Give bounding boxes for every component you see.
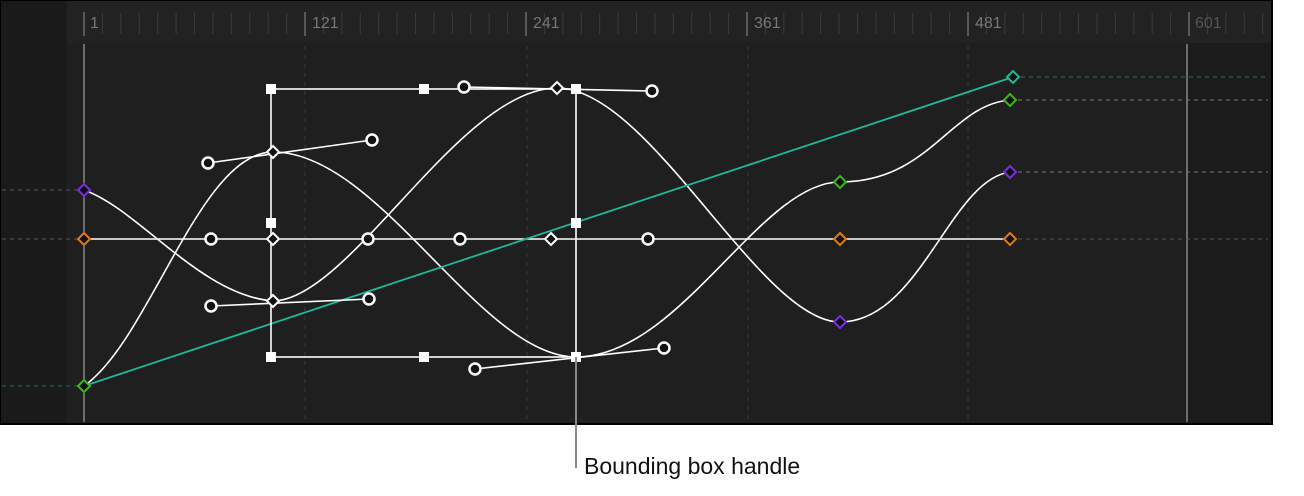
bounding-box-handle[interactable]	[266, 84, 276, 94]
tangent-handle-point[interactable]	[641, 232, 655, 246]
curve-green-channel	[83, 99, 1011, 387]
tangent-handle-point[interactable]	[201, 156, 215, 170]
ruler-label: 601	[1195, 15, 1222, 32]
tangent-handle-point[interactable]	[204, 232, 218, 246]
post-range-area	[1188, 1, 1271, 423]
timeline-ruler[interactable]	[67, 1, 1271, 43]
bounding-box-handle[interactable]	[571, 218, 581, 228]
bounding-box-handle[interactable]	[571, 84, 581, 94]
keyframe-selected[interactable]	[265, 293, 281, 309]
graph-background	[0, 0, 1273, 425]
extrapolation-lines	[2, 76, 1268, 387]
bounding-box-handle[interactable]	[266, 218, 276, 228]
keyframe-selected[interactable]	[543, 231, 559, 247]
bounding-box-handle[interactable]	[419, 84, 429, 94]
keyframe-purple[interactable]	[1002, 164, 1018, 180]
tangent-handle-point[interactable]	[468, 362, 482, 376]
tangent-handle-point[interactable]	[362, 292, 376, 306]
tangent-handle-point[interactable]	[204, 299, 218, 313]
bounding-box-handle[interactable]	[266, 352, 276, 362]
bounding-box-handle[interactable]	[419, 352, 429, 362]
tangent-handle-point[interactable]	[657, 341, 671, 355]
tangent-handle-point[interactable]	[457, 80, 471, 94]
ruler-label: 481	[975, 15, 1002, 32]
ruler-ticks	[83, 12, 1264, 36]
ruler-label: 361	[754, 15, 781, 32]
keyframe-selected[interactable]	[265, 231, 281, 247]
keyframe-purple[interactable]	[76, 182, 92, 198]
ruler-label: 241	[533, 15, 560, 32]
keyframe-orange[interactable]	[76, 231, 92, 247]
callout-label: Bounding box handle	[584, 453, 801, 479]
tangent-handle-point[interactable]	[365, 133, 379, 147]
pre-range-area	[1, 1, 67, 423]
ruler-label: 1	[90, 15, 99, 32]
keyframe-orange[interactable]	[832, 231, 848, 247]
tangent-handle-point[interactable]	[453, 232, 467, 246]
keyframe-teal[interactable]	[1005, 69, 1021, 85]
ruler-label: 121	[312, 15, 339, 32]
keyframe-green[interactable]	[1002, 92, 1018, 108]
curve-teal-channel[interactable]	[83, 76, 1014, 387]
keyframe-orange[interactable]	[1002, 231, 1018, 247]
keyframe-selected[interactable]	[265, 144, 281, 160]
tangent-handle-point[interactable]	[645, 84, 659, 98]
keyframe-purple[interactable]	[832, 314, 848, 330]
keyframe-green[interactable]	[832, 174, 848, 190]
tangent-handle-point[interactable]	[361, 232, 375, 246]
keyframe-green[interactable]	[76, 378, 92, 394]
keyframe-selected[interactable]	[549, 80, 565, 96]
